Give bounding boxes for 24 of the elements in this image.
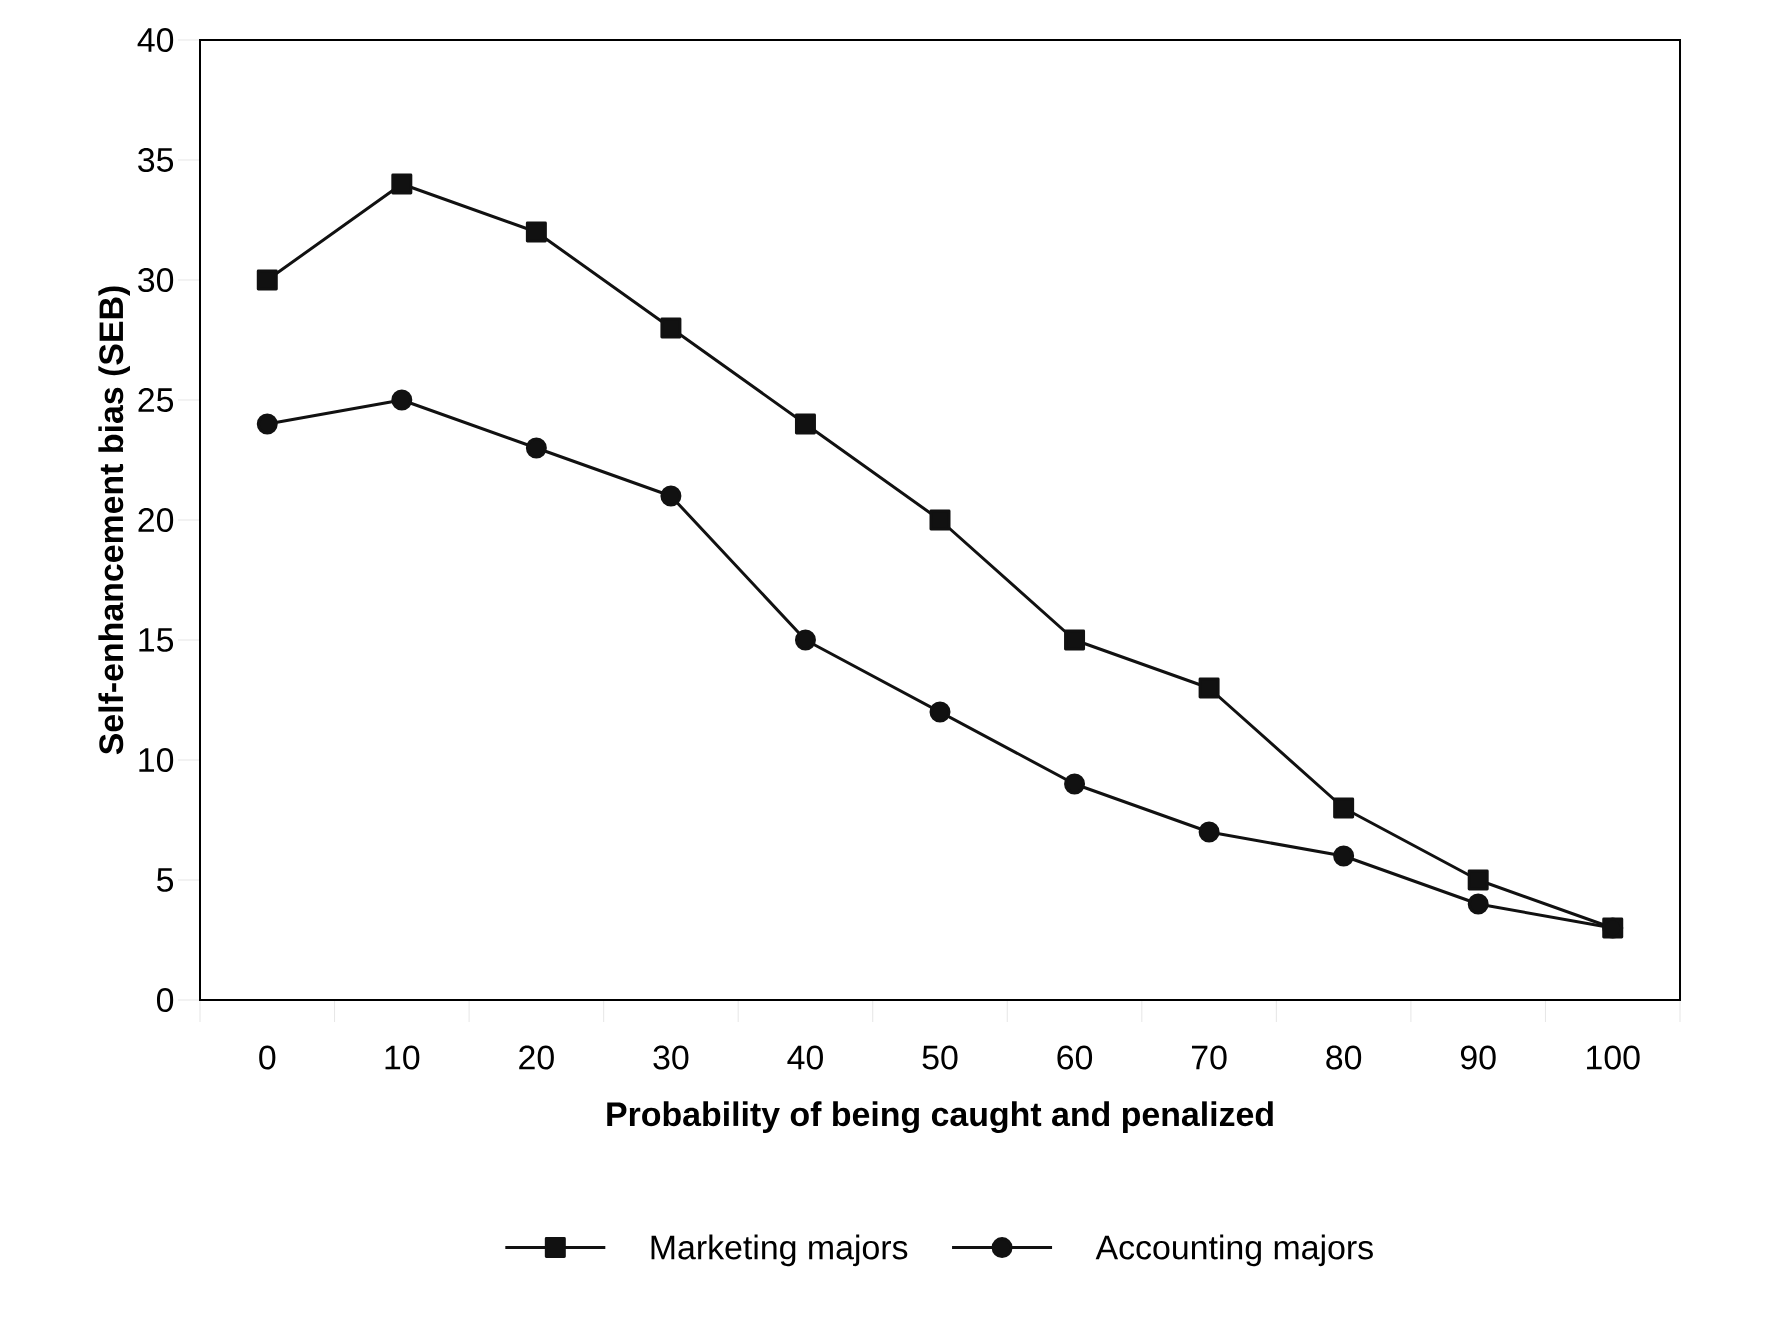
y-axis-title: Self-enhancement bias (SEB) (98, 286, 130, 755)
x-tick-label: 90 (1460, 1045, 1496, 1070)
x-tick-label: 50 (922, 1045, 958, 1070)
x-tick-label: 0 (259, 1045, 276, 1070)
x-tick-label: 60 (1057, 1045, 1093, 1070)
x-tick-label: 100 (1587, 1045, 1640, 1070)
x-tick-label: 30 (653, 1045, 689, 1070)
x-tick-label: 40 (787, 1045, 823, 1070)
x-tick-label: 10 (385, 1045, 420, 1070)
legend-label: Marketing majors (651, 1234, 908, 1267)
legend-label: Accounting majors (1095, 1234, 1373, 1267)
y-tick-label: 5 (157, 868, 174, 892)
y-tick-label: 40 (137, 28, 174, 52)
x-axis-title: Probability of being caught and penalized (607, 1101, 1273, 1134)
y-tick-label: 30 (138, 268, 174, 292)
y-tick-label: 35 (138, 148, 174, 172)
y-tick-label: 15 (139, 628, 174, 652)
x-tick-label: 80 (1326, 1045, 1362, 1070)
x-tick-label: 70 (1191, 1045, 1227, 1070)
y-tick-label: 25 (138, 388, 174, 412)
y-tick-label: 10 (139, 748, 174, 772)
y-tick-label: 0 (156, 988, 174, 1012)
x-tick-label: 20 (519, 1045, 554, 1070)
y-tick-label: 20 (138, 508, 174, 532)
